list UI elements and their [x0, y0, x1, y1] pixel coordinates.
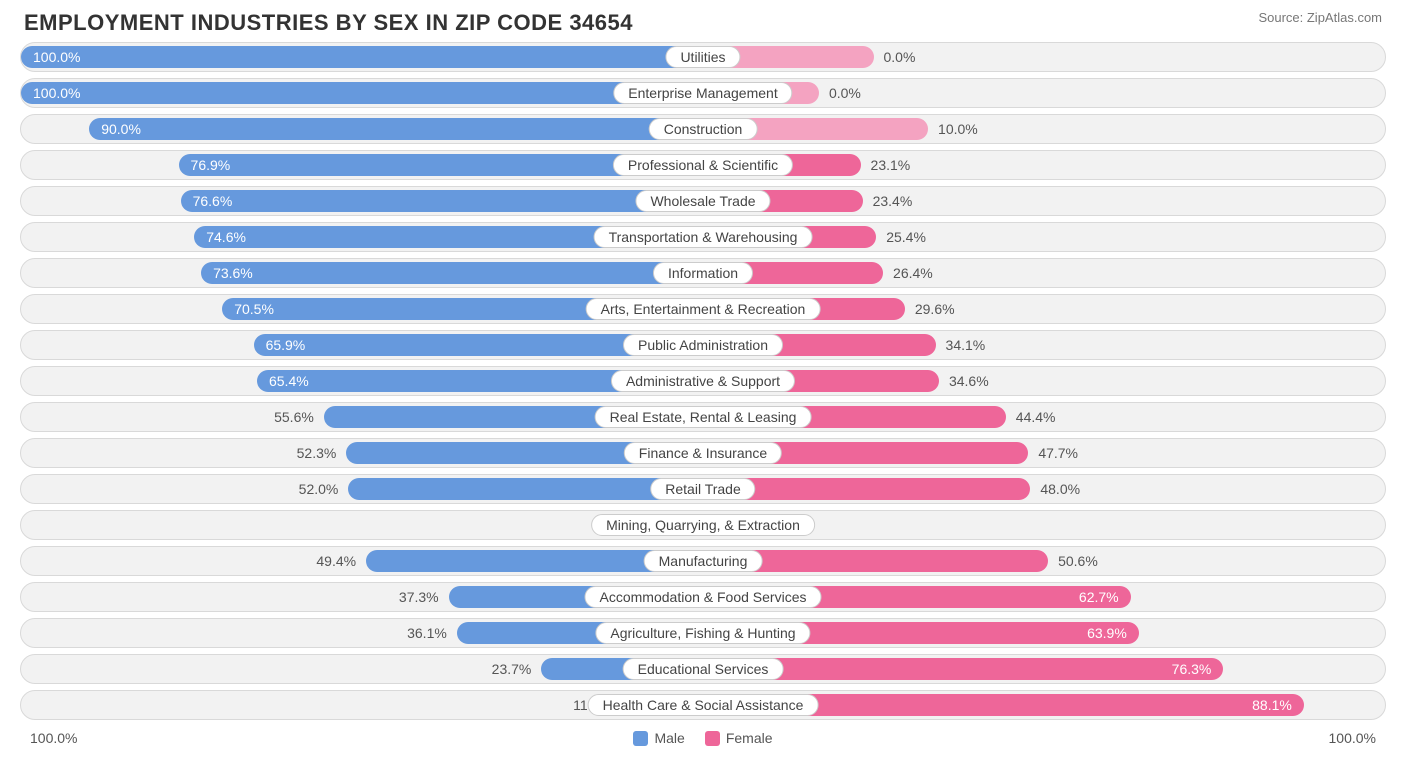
chart-row: 70.5% 29.6% Arts, Entertainment & Recreati… — [20, 294, 1386, 324]
legend-label-male: Male — [654, 730, 684, 746]
female-percent: 23.1% — [861, 151, 911, 179]
category-label: Accommodation & Food Services — [585, 586, 822, 608]
category-label: Manufacturing — [644, 550, 763, 572]
male-percent: 49.4% — [316, 547, 366, 575]
chart-row: 23.7% 76.3% Educational Services — [20, 654, 1386, 684]
chart-row: 49.4% 50.6% Manufacturing — [20, 546, 1386, 576]
category-label: Transportation & Warehousing — [594, 226, 813, 248]
female-percent: 23.4% — [863, 187, 913, 215]
female-percent: 34.1% — [936, 331, 986, 359]
chart-row: 90.0% 10.0% Construction — [20, 114, 1386, 144]
category-label: Finance & Insurance — [624, 442, 782, 464]
category-label: Wholesale Trade — [635, 190, 770, 212]
male-percent: 74.6% — [194, 226, 246, 248]
male-bar: 100.0% — [21, 46, 703, 68]
legend-swatch-female — [705, 731, 720, 746]
female-percent: 0.0% — [819, 79, 861, 107]
female-percent: 29.6% — [905, 295, 955, 323]
male-percent: 70.5% — [222, 298, 274, 320]
chart-row: 100.0% 0.0% Enterprise Management — [20, 78, 1386, 108]
legend-label-female: Female — [726, 730, 773, 746]
male-percent: 36.1% — [407, 619, 457, 647]
chart-row: 52.3% 47.7% Finance & Insurance — [20, 438, 1386, 468]
male-percent: 73.6% — [201, 262, 253, 284]
category-label: Utilities — [665, 46, 740, 68]
male-percent: 65.4% — [257, 370, 309, 392]
male-percent: 65.9% — [254, 334, 306, 356]
chart-footer: 100.0% Male Female 100.0% — [0, 726, 1406, 746]
male-bar: 90.0% — [89, 118, 703, 140]
category-label: Educational Services — [623, 658, 784, 680]
category-label: Agriculture, Fishing & Hunting — [595, 622, 810, 644]
female-percent: 0.0% — [874, 43, 916, 71]
chart-row: 55.6% 44.4% Real Estate, Rental & Leasing — [20, 402, 1386, 432]
chart-row: 100.0% 0.0% Utilities — [20, 42, 1386, 72]
chart-row: 37.3% 62.7% Accommodation & Food Services — [20, 582, 1386, 612]
female-percent: 48.0% — [1030, 475, 1080, 503]
legend-swatch-male — [633, 731, 648, 746]
male-percent: 100.0% — [21, 46, 80, 68]
male-percent: 23.7% — [492, 655, 542, 683]
category-label: Information — [653, 262, 753, 284]
female-percent: 34.6% — [939, 367, 989, 395]
female-percent: 26.4% — [883, 259, 933, 287]
category-label: Retail Trade — [650, 478, 755, 500]
chart-source: Source: ZipAtlas.com — [1258, 10, 1382, 25]
male-bar: 73.6% — [201, 262, 703, 284]
female-percent: 88.1% — [1252, 694, 1304, 716]
category-label: Enterprise Management — [613, 82, 792, 104]
category-label: Health Care & Social Assistance — [588, 694, 819, 716]
male-percent: 52.3% — [297, 439, 347, 467]
female-percent: 63.9% — [1087, 622, 1139, 644]
chart-row: 36.1% 63.9% Agriculture, Fishing & Hunting — [20, 618, 1386, 648]
chart-title: EMPLOYMENT INDUSTRIES BY SEX IN ZIP CODE… — [24, 10, 633, 36]
chart-row: 73.6% 26.4% Information — [20, 258, 1386, 288]
male-percent: 76.9% — [179, 154, 231, 176]
axis-right-end: 100.0% — [1329, 730, 1376, 746]
chart-row: 65.9% 34.1% Public Administration — [20, 330, 1386, 360]
legend: Male Female — [633, 730, 772, 746]
legend-item-male: Male — [633, 730, 684, 746]
chart-row: 52.0% 48.0% Retail Trade — [20, 474, 1386, 504]
male-percent: 76.6% — [181, 190, 233, 212]
female-percent: 10.0% — [928, 115, 978, 143]
female-percent: 50.6% — [1048, 547, 1098, 575]
male-percent: 55.6% — [274, 403, 324, 431]
category-label: Mining, Quarrying, & Extraction — [591, 514, 815, 536]
female-percent: 76.3% — [1172, 658, 1224, 680]
male-percent: 100.0% — [21, 82, 80, 104]
category-label: Construction — [649, 118, 758, 140]
female-percent: 62.7% — [1079, 586, 1131, 608]
male-percent: 52.0% — [299, 475, 349, 503]
male-percent: 37.3% — [399, 583, 449, 611]
category-label: Arts, Entertainment & Recreation — [586, 298, 821, 320]
male-bar: 76.6% — [181, 190, 703, 212]
category-label: Professional & Scientific — [613, 154, 793, 176]
category-label: Real Estate, Rental & Leasing — [595, 406, 812, 428]
male-bar: 100.0% — [21, 82, 703, 104]
female-percent: 25.4% — [876, 223, 926, 251]
chart-row: 65.4% 34.6% Administrative & Support — [20, 366, 1386, 396]
female-percent: 47.7% — [1028, 439, 1078, 467]
male-percent: 90.0% — [89, 118, 141, 140]
axis-left-end: 100.0% — [30, 730, 77, 746]
chart-row: 11.9%88.1%Health Care & Social Assistanc… — [20, 690, 1386, 720]
diverging-bar-chart: 100.0% 0.0% Utilities 100.0% 0.0% Enterprise … — [0, 42, 1406, 720]
category-label: Administrative & Support — [611, 370, 795, 392]
category-label: Public Administration — [623, 334, 783, 356]
chart-row: 74.6% 25.4% Transportation & Warehousing — [20, 222, 1386, 252]
legend-item-female: Female — [705, 730, 773, 746]
chart-row: 76.6% 23.4% Wholesale Trade — [20, 186, 1386, 216]
female-percent: 44.4% — [1006, 403, 1056, 431]
chart-header: EMPLOYMENT INDUSTRIES BY SEX IN ZIP CODE… — [0, 0, 1406, 42]
chart-row: 76.9% 23.1% Professional & Scientific — [20, 150, 1386, 180]
chart-row: 0.0%0.0%Mining, Quarrying, & Extraction — [20, 510, 1386, 540]
